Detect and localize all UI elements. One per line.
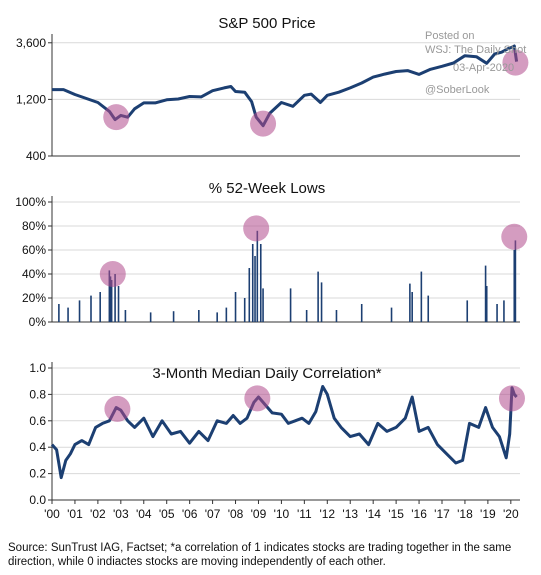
x-tick-label: '10 [274, 507, 290, 521]
x-tick-label: '13 [342, 507, 358, 521]
highlight-circle [104, 395, 131, 422]
x-tick-label: '12 [319, 507, 335, 521]
highlight-circle [244, 385, 271, 412]
y-tick-label: 80% [22, 219, 46, 233]
x-tick-label: '06 [182, 507, 198, 521]
sp500-title: S&P 500 Price [218, 15, 315, 32]
x-tick-label: '05 [159, 507, 175, 521]
x-tick-label: '07 [205, 507, 221, 521]
y-tick-label: 0.8 [29, 387, 46, 401]
y-tick-label: 1,200 [16, 92, 46, 106]
corr-title: 3-Month Median Daily Correlation* [152, 365, 381, 382]
x-tick-label: '02 [90, 507, 106, 521]
x-tick-label: '04 [136, 507, 152, 521]
panel-52week-lows: % 52-Week Lows 100% 80% 60% 40% 20% 0% [15, 180, 528, 329]
highlight-circle [498, 385, 525, 412]
y-tick-label: 100% [15, 195, 46, 209]
watermark: Posted on WSJ: The Daily Shot 03-Apr-202… [425, 30, 526, 96]
watermark-outlet: WSJ: The Daily Shot [425, 44, 526, 56]
x-tick-label: '03 [113, 507, 129, 521]
x-tick-label: '16 [411, 507, 427, 521]
y-tick-label: 1.0 [29, 361, 46, 375]
corr-plot: 1.0 0.8 0.6 0.4 0.2 0.0 [29, 361, 525, 507]
highlight-circle [99, 261, 126, 287]
highlight-circle [501, 223, 528, 250]
x-tick-label: '01 [67, 507, 83, 521]
watermark-posted: Posted on [425, 30, 475, 42]
x-tick-label: '17 [434, 507, 450, 521]
x-axis: '00 '01 '02 '03 '04 '05 '06 '07 '08 '09 '10 '11 '12 '… [44, 500, 519, 521]
y-tick-label: 0% [29, 315, 47, 329]
series-line [52, 44, 519, 128]
sp500-plot: 3,600 1,200 400 [16, 34, 529, 163]
panel-sp500: S&P 500 Price 3,600 1,200 400 Posted on WS… [16, 15, 529, 163]
x-tick-label: '20 [503, 507, 519, 521]
charts-figure: S&P 500 Price 3,600 1,200 400 Posted on WS… [15, 15, 529, 521]
y-tick-label: 60% [22, 243, 46, 257]
x-tick-label: '09 [251, 507, 267, 521]
x-tick-label: '18 [457, 507, 473, 521]
y-tick-label: 0.2 [29, 467, 46, 481]
watermark-handle: @SoberLook [425, 84, 490, 96]
x-tick-label: '08 [228, 507, 244, 521]
y-tick-label: 40% [22, 267, 46, 281]
highlight-circle [103, 104, 130, 131]
x-tick-label: '11 [297, 507, 312, 521]
source-note: Source: SunTrust IAG, Factset; *a correl… [8, 542, 512, 568]
y-tick-label: 20% [22, 291, 46, 305]
lows-plot: 100% 80% 60% 40% 20% 0% [15, 195, 528, 329]
highlight-circle [243, 215, 270, 242]
panel-correlation: 3-Month Median Daily Correlation* 1.0 0.8… [29, 361, 525, 521]
y-tick-label: 0.6 [29, 414, 46, 428]
x-tick-label: '00 [44, 507, 60, 521]
y-tick-label: 400 [26, 149, 46, 163]
lows-title: % 52-Week Lows [209, 180, 325, 197]
x-tick-label: '15 [388, 507, 404, 521]
y-tick-label: 3,600 [16, 36, 46, 50]
x-tick-label: '19 [480, 507, 496, 521]
highlight-circle [502, 49, 529, 76]
x-tick-label: '14 [365, 507, 381, 521]
y-tick-label: 0.0 [29, 493, 46, 507]
y-tick-label: 0.4 [29, 440, 46, 454]
watermark-date: 03-Apr-2020 [453, 62, 514, 74]
highlight-circle [250, 110, 277, 137]
